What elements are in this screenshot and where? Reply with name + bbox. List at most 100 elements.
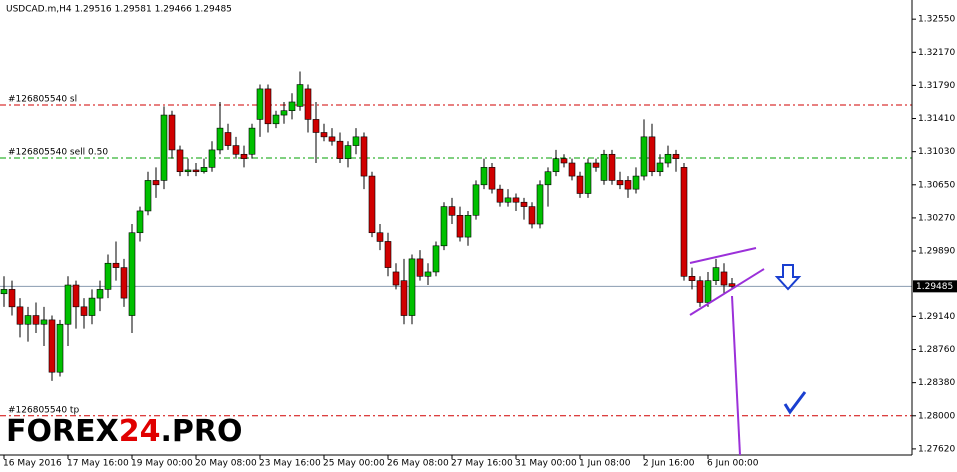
candle-body xyxy=(456,214,464,238)
candle-body xyxy=(24,315,32,325)
candle-body xyxy=(152,180,160,186)
projection-line xyxy=(731,295,741,456)
x-tick-label: 2 Jun 16:00 xyxy=(643,459,695,469)
candle-body xyxy=(496,188,504,203)
candle-body xyxy=(192,169,200,173)
candle-body xyxy=(344,145,352,159)
candle-body xyxy=(656,162,664,173)
candle-body xyxy=(584,162,592,194)
candle-body xyxy=(112,262,120,268)
candle-body xyxy=(64,284,72,325)
candle-body xyxy=(304,88,312,120)
candle-body xyxy=(32,315,40,325)
x-tick-label: 1 Jun 08:00 xyxy=(579,459,631,469)
candle-body xyxy=(704,280,712,303)
candle-body xyxy=(360,136,368,177)
check-mark xyxy=(783,391,807,415)
candle-body xyxy=(384,241,392,268)
candle-body xyxy=(432,245,440,273)
candle-body xyxy=(376,232,384,242)
y-tick-label: 1.31030 xyxy=(918,147,955,157)
candle-body xyxy=(488,167,496,190)
candle-body xyxy=(504,197,512,203)
candle-body xyxy=(448,206,456,216)
candle-body xyxy=(336,140,344,159)
candle-body xyxy=(688,276,696,281)
candle-body xyxy=(712,267,720,281)
candle-body xyxy=(624,180,632,190)
x-tick-label: 27 May 16:00 xyxy=(451,459,513,469)
x-tick-label: 17 May 16:00 xyxy=(67,459,129,469)
candle-body xyxy=(368,175,376,234)
candle-body xyxy=(16,306,24,325)
candle-body xyxy=(352,136,360,146)
y-tick-label: 1.32550 xyxy=(918,15,955,25)
candle-body xyxy=(96,289,104,299)
x-tick-label: 19 May 00:00 xyxy=(131,459,193,469)
candle-body xyxy=(240,153,248,159)
candle-body xyxy=(200,167,208,173)
candle-body xyxy=(72,284,80,308)
candle-body xyxy=(256,88,264,120)
candle-body xyxy=(568,162,576,177)
candle-body xyxy=(632,175,640,190)
candle-body xyxy=(648,136,656,173)
y-tick-label: 1.29140 xyxy=(918,312,955,322)
candle-body xyxy=(408,258,416,316)
candle-body xyxy=(416,258,424,277)
candle-body xyxy=(288,101,296,111)
candle-body xyxy=(480,167,488,186)
candle-body xyxy=(56,323,64,373)
candle-body xyxy=(640,136,648,177)
trendline xyxy=(689,268,765,316)
x-tick-label: 25 May 00:00 xyxy=(323,459,385,469)
y-tick-label: 1.30270 xyxy=(918,213,955,223)
candle-body xyxy=(136,210,144,234)
x-tick-label: 20 May 08:00 xyxy=(195,459,257,469)
candle-body xyxy=(592,162,600,168)
chart-title: USDCAD.m,H4 1.29516 1.29581 1.29466 1.29… xyxy=(6,5,232,15)
level-label: #126805540 sl xyxy=(8,95,77,105)
candle-body xyxy=(544,171,552,186)
candle-body xyxy=(40,319,48,325)
candle-body xyxy=(400,280,408,316)
candle-body xyxy=(424,271,432,277)
candle-body xyxy=(560,158,568,164)
candle-body xyxy=(48,319,56,373)
candle-body xyxy=(600,153,608,181)
candle-body xyxy=(184,169,192,173)
logo-part: FOREX xyxy=(6,414,119,449)
candle-body xyxy=(248,127,256,155)
level-label: #126805540 tp xyxy=(8,405,79,415)
candle-body xyxy=(264,88,272,125)
candle-body xyxy=(464,214,472,238)
y-tick-label: 1.27620 xyxy=(918,444,955,454)
x-tick-label: 6 Jun 00:00 xyxy=(707,459,759,469)
candle-body xyxy=(104,262,112,290)
x-tick-label: 16 May 2016 xyxy=(3,459,62,469)
candle-body xyxy=(680,167,688,277)
candle-body xyxy=(224,132,232,146)
candle-body xyxy=(520,201,528,207)
candle-body xyxy=(208,149,216,168)
candle-body xyxy=(576,175,584,194)
plot-area: #126805540 sl #126805540 sell 0.50 #126805… xyxy=(0,71,912,417)
price-label: 1.29485 xyxy=(916,282,953,292)
y-tick-label: 1.31410 xyxy=(918,114,955,124)
candle-body xyxy=(728,283,736,287)
candle-body xyxy=(320,132,328,138)
logo: FOREX24.PRO xyxy=(6,414,242,449)
candle-body xyxy=(144,180,152,212)
candle-body xyxy=(0,289,8,295)
candle-body xyxy=(128,232,136,316)
candle-body xyxy=(216,127,224,151)
candle-body xyxy=(608,153,616,181)
candle-body xyxy=(392,271,400,286)
candle-body xyxy=(328,136,336,142)
y-tick-label: 1.28760 xyxy=(918,345,955,355)
candle-body xyxy=(616,180,624,186)
candle-body xyxy=(696,280,704,303)
candle-body xyxy=(528,206,536,225)
